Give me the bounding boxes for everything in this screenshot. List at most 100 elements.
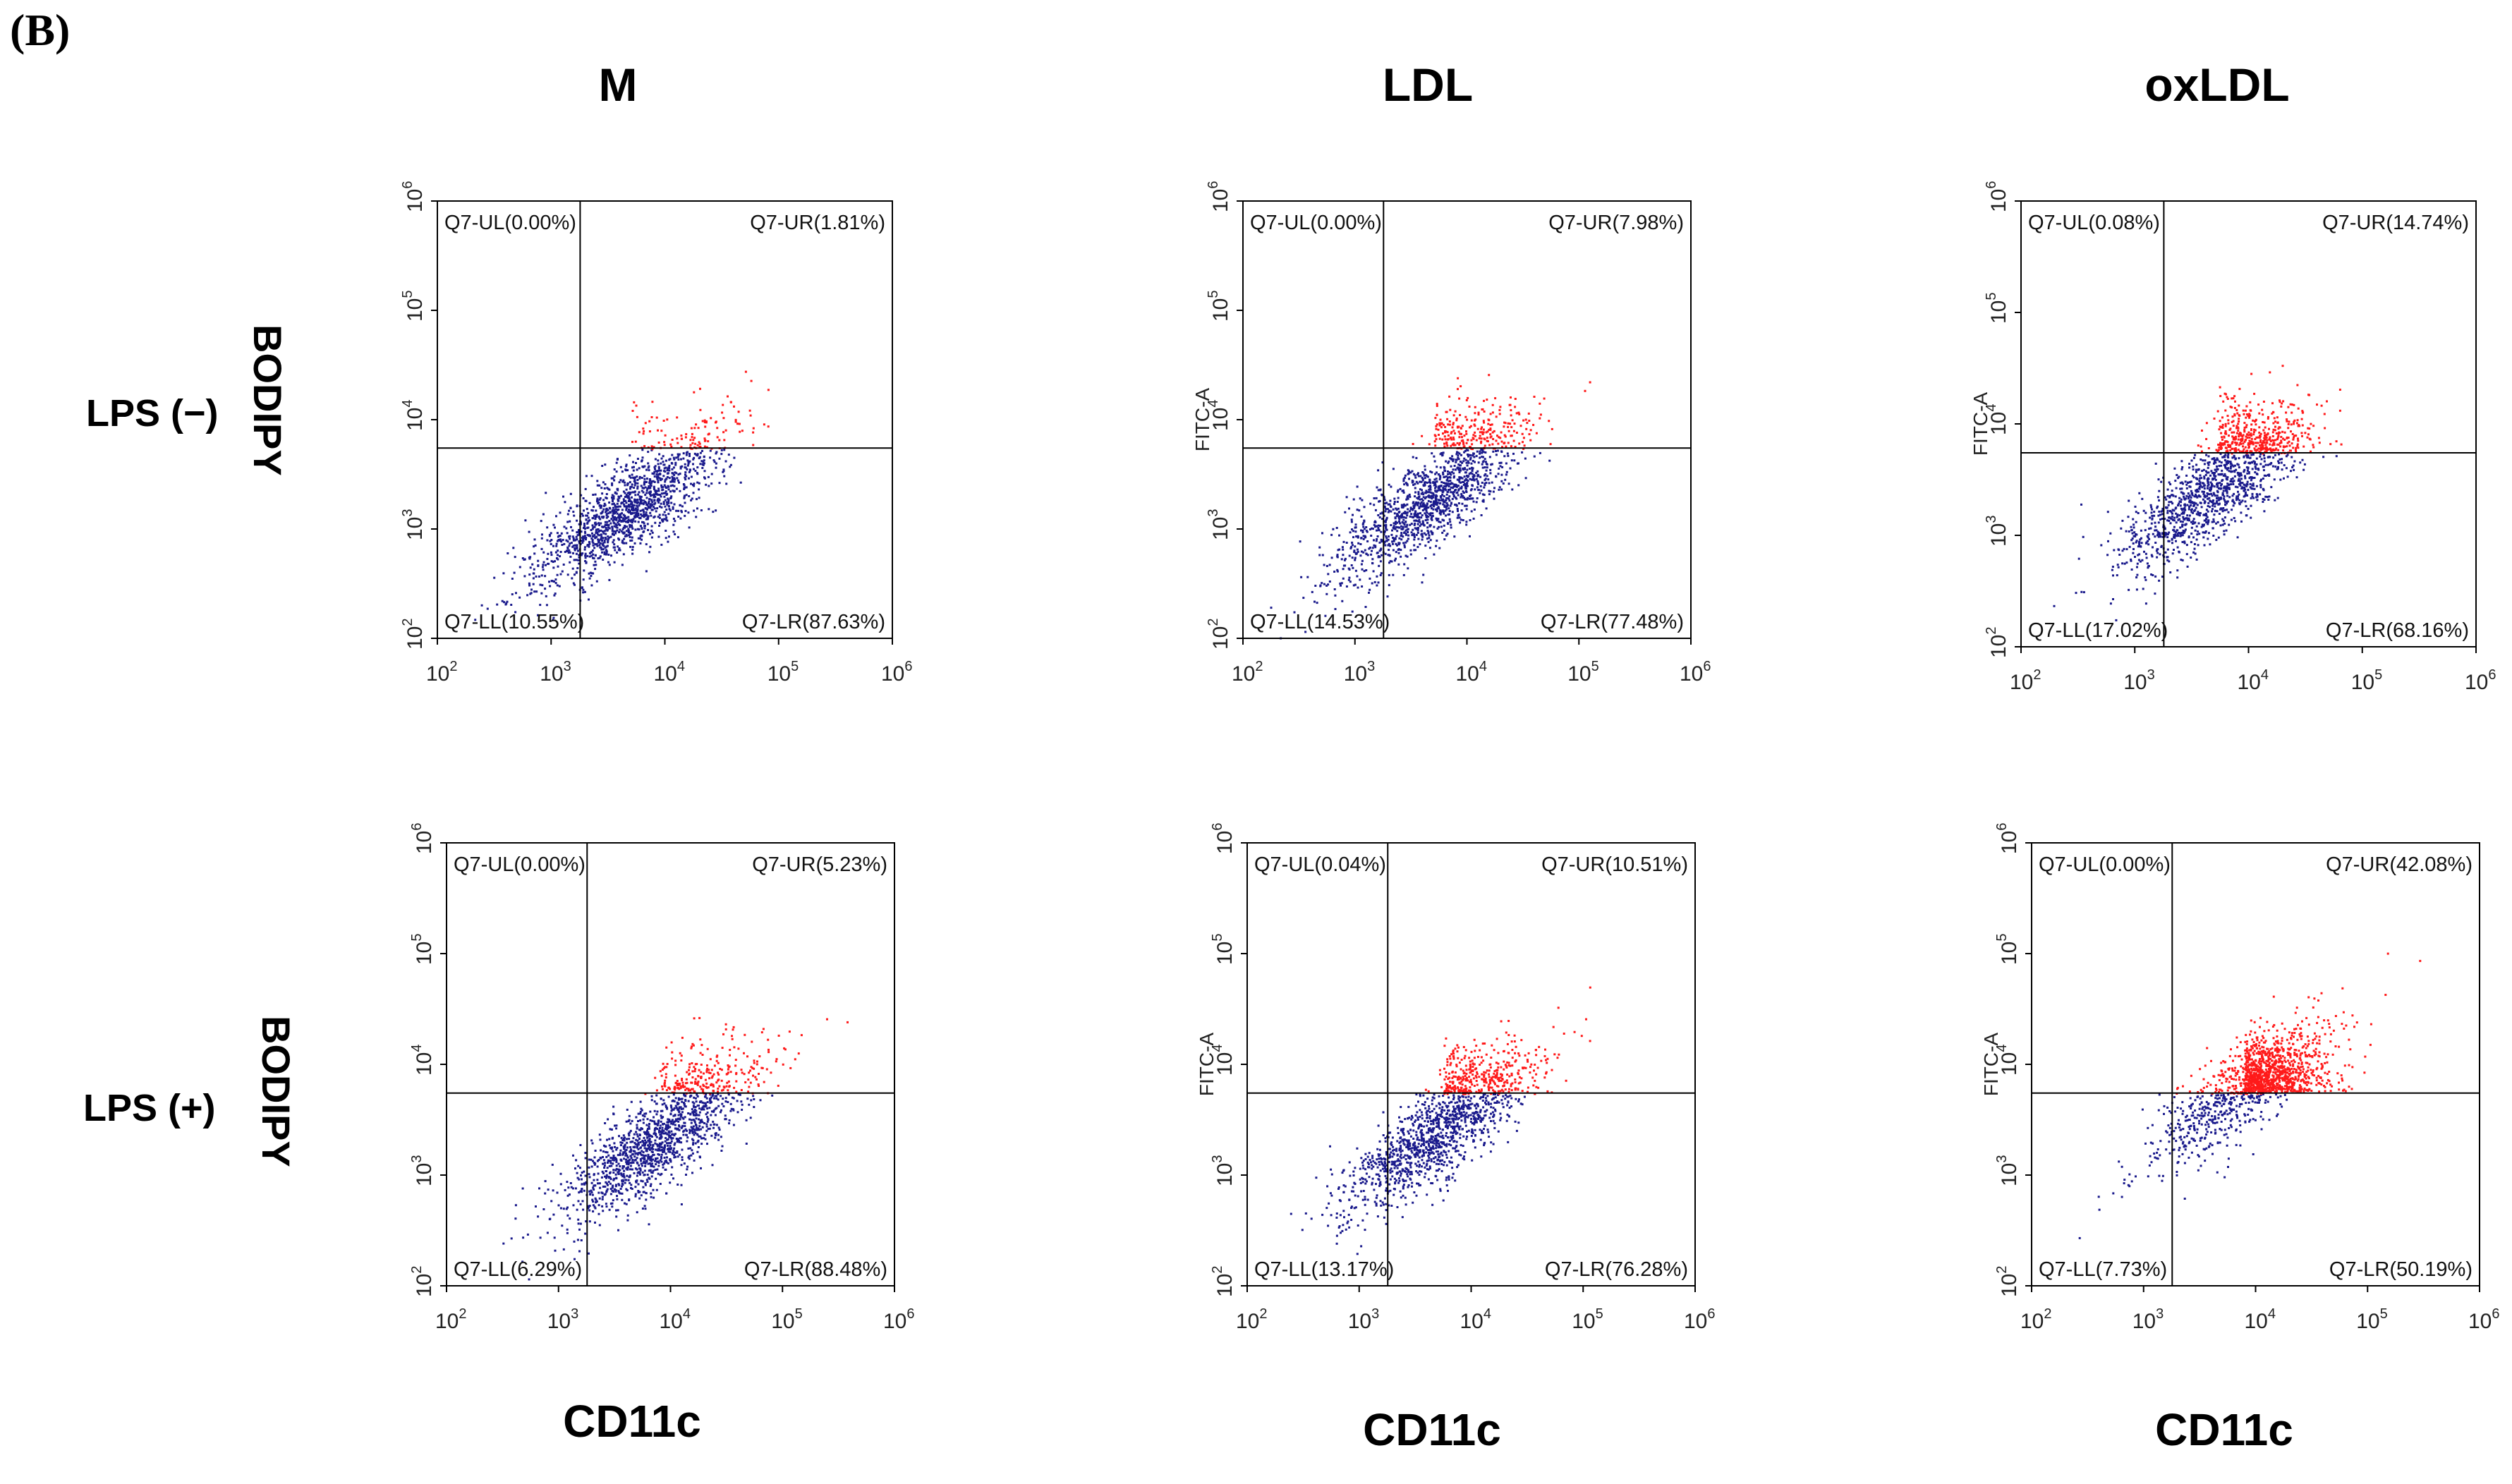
event xyxy=(1421,489,1423,492)
event xyxy=(705,483,708,486)
event xyxy=(583,1189,585,1192)
event xyxy=(1395,535,1398,537)
event xyxy=(1337,549,1340,552)
event xyxy=(592,535,595,537)
x-marker-label-oxldl: CD11c xyxy=(2155,1404,2293,1455)
event xyxy=(2276,497,2279,499)
y-tick-label: 103 xyxy=(1206,509,1232,541)
gated-event xyxy=(1532,424,1535,426)
gated-event xyxy=(2286,418,2288,421)
event xyxy=(618,523,620,525)
event xyxy=(1473,456,1476,458)
gated-event xyxy=(748,1085,751,1088)
event xyxy=(1349,580,1352,583)
event xyxy=(1462,494,1464,497)
event xyxy=(539,604,542,607)
event xyxy=(625,463,628,466)
event xyxy=(1467,461,1470,464)
event xyxy=(1344,511,1347,513)
event xyxy=(602,516,605,518)
gated-event xyxy=(1498,413,1501,415)
event xyxy=(682,457,685,460)
event xyxy=(660,462,662,465)
event xyxy=(2161,507,2164,510)
gated-event xyxy=(1421,434,1424,437)
event xyxy=(602,499,605,501)
event xyxy=(2216,494,2219,497)
event xyxy=(1424,533,1427,536)
gated-event xyxy=(756,1060,758,1063)
event xyxy=(1426,481,1428,484)
gated-event xyxy=(2286,442,2289,444)
event xyxy=(2221,473,2223,475)
event xyxy=(1347,567,1350,570)
event xyxy=(1473,479,1476,482)
event xyxy=(2227,453,2230,456)
event xyxy=(614,532,617,535)
event xyxy=(2156,556,2159,559)
event xyxy=(2273,478,2276,481)
event xyxy=(624,469,627,472)
gated-event xyxy=(756,1063,758,1066)
event xyxy=(631,520,634,523)
gated-event xyxy=(1470,439,1473,442)
x-tick-exponent: 4 xyxy=(677,659,685,674)
event xyxy=(2183,509,2186,511)
event xyxy=(619,528,621,531)
event xyxy=(669,1142,672,1145)
gated-event xyxy=(1486,437,1488,439)
gated-event xyxy=(752,444,755,446)
event xyxy=(1481,451,1483,454)
event xyxy=(562,539,564,541)
event xyxy=(2115,619,2118,621)
event xyxy=(2209,499,2211,502)
event xyxy=(638,502,641,505)
gated-event xyxy=(2254,449,2257,451)
event xyxy=(633,515,636,518)
event xyxy=(617,545,619,548)
event xyxy=(2176,569,2179,572)
event xyxy=(2181,521,2184,523)
gated-event xyxy=(670,445,673,448)
y-tick-exponent: 4 xyxy=(400,400,415,408)
y-tick-label: 106 xyxy=(400,181,427,213)
event xyxy=(2125,530,2128,533)
event xyxy=(634,1152,637,1155)
event xyxy=(1366,554,1369,556)
event xyxy=(1361,568,1364,571)
event xyxy=(1375,497,1378,499)
event xyxy=(599,555,602,558)
gated-event xyxy=(2258,412,2261,415)
y-tick-label: 105 xyxy=(1206,291,1232,322)
event xyxy=(1441,531,1444,534)
event xyxy=(537,559,540,562)
event xyxy=(628,497,631,500)
event xyxy=(641,487,644,489)
event xyxy=(1445,482,1448,485)
event xyxy=(631,524,633,527)
event xyxy=(2213,485,2216,488)
event xyxy=(1439,521,1442,523)
event xyxy=(598,516,601,519)
event xyxy=(629,492,632,494)
event xyxy=(1445,534,1448,537)
event xyxy=(1395,509,1398,511)
event xyxy=(1469,519,1472,521)
event xyxy=(600,529,602,532)
event xyxy=(1332,528,1335,530)
gated-event xyxy=(724,1028,727,1030)
event xyxy=(532,572,535,575)
event xyxy=(1491,481,1493,484)
event xyxy=(1360,563,1363,566)
event xyxy=(572,1154,574,1157)
gated-event xyxy=(2302,411,2305,414)
gated-event xyxy=(664,1066,667,1069)
event xyxy=(2233,464,2236,467)
event xyxy=(1434,496,1437,499)
event xyxy=(633,484,636,487)
gated-event xyxy=(679,1085,682,1088)
event xyxy=(2166,536,2169,539)
event xyxy=(634,1195,637,1198)
event xyxy=(578,533,581,535)
event xyxy=(627,531,630,534)
